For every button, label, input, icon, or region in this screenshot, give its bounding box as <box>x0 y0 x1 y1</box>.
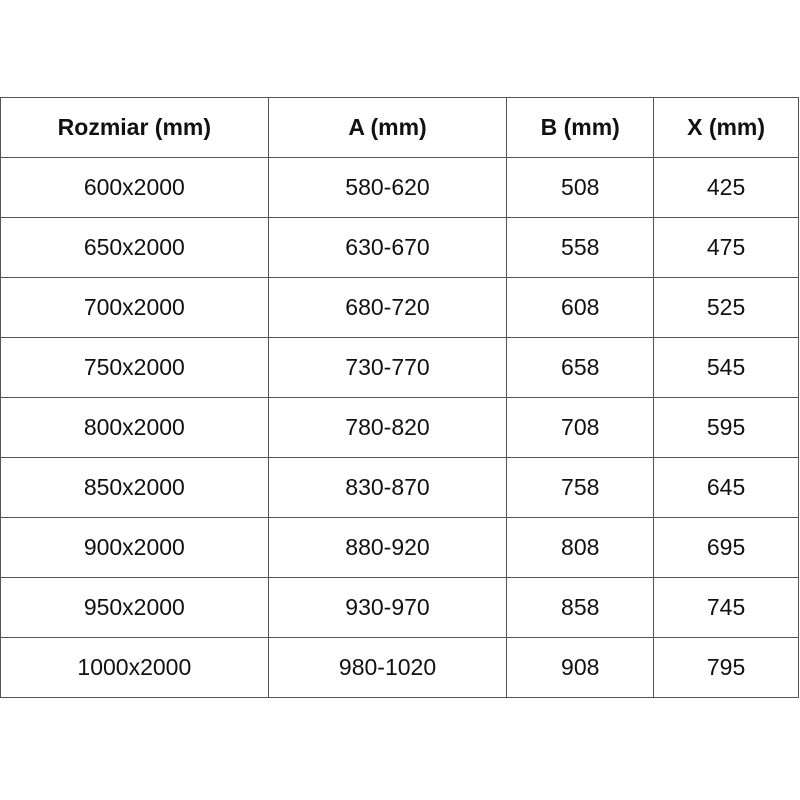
cell-size: 650x2000 <box>0 217 269 278</box>
cell-b: 858 <box>506 577 655 638</box>
cell-size: 850x2000 <box>0 457 269 518</box>
cell-b: 758 <box>506 457 655 518</box>
cell-b: 508 <box>506 157 655 218</box>
table-row: 1000x2000 980-1020 908 795 <box>0 637 799 698</box>
table-row: 900x2000 880-920 808 695 <box>0 517 799 578</box>
cell-size: 600x2000 <box>0 157 269 218</box>
cell-a: 830-870 <box>267 457 508 518</box>
cell-a: 780-820 <box>267 397 508 458</box>
cell-x: 545 <box>653 337 799 398</box>
table-row: 600x2000 580-620 508 425 <box>0 157 799 218</box>
cell-a: 580-620 <box>267 157 508 218</box>
cell-x: 595 <box>653 397 799 458</box>
cell-a: 880-920 <box>267 517 508 578</box>
cell-b: 708 <box>506 397 655 458</box>
cell-a: 630-670 <box>267 217 508 278</box>
cell-b: 658 <box>506 337 655 398</box>
header-row: Rozmiar (mm) A (mm) B (mm) X (mm) <box>0 97 799 158</box>
cell-b: 558 <box>506 217 655 278</box>
cell-size: 800x2000 <box>0 397 269 458</box>
table-row: 650x2000 630-670 558 475 <box>0 217 799 278</box>
table-row: 700x2000 680-720 608 525 <box>0 277 799 338</box>
cell-a: 980-1020 <box>267 637 508 698</box>
header-size: Rozmiar (mm) <box>0 97 269 158</box>
cell-x: 425 <box>653 157 799 218</box>
header-x: X (mm) <box>653 97 799 158</box>
cell-x: 645 <box>653 457 799 518</box>
cell-a: 680-720 <box>267 277 508 338</box>
cell-size: 1000x2000 <box>0 637 269 698</box>
cell-a: 730-770 <box>267 337 508 398</box>
table-row: 850x2000 830-870 758 645 <box>0 457 799 518</box>
cell-b: 808 <box>506 517 655 578</box>
cell-x: 525 <box>653 277 799 338</box>
cell-a: 930-970 <box>267 577 508 638</box>
cell-x: 475 <box>653 217 799 278</box>
size-table: Rozmiar (mm) A (mm) B (mm) X (mm) 600x20… <box>0 97 799 698</box>
cell-size: 700x2000 <box>0 277 269 338</box>
table-row: 800x2000 780-820 708 595 <box>0 397 799 458</box>
cell-x: 695 <box>653 517 799 578</box>
cell-b: 908 <box>506 637 655 698</box>
header-a: A (mm) <box>267 97 508 158</box>
table-row: 750x2000 730-770 658 545 <box>0 337 799 398</box>
cell-size: 900x2000 <box>0 517 269 578</box>
cell-b: 608 <box>506 277 655 338</box>
cell-x: 745 <box>653 577 799 638</box>
cell-x: 795 <box>653 637 799 698</box>
cell-size: 950x2000 <box>0 577 269 638</box>
table-row: 950x2000 930-970 858 745 <box>0 577 799 638</box>
cell-size: 750x2000 <box>0 337 269 398</box>
header-b: B (mm) <box>506 97 655 158</box>
